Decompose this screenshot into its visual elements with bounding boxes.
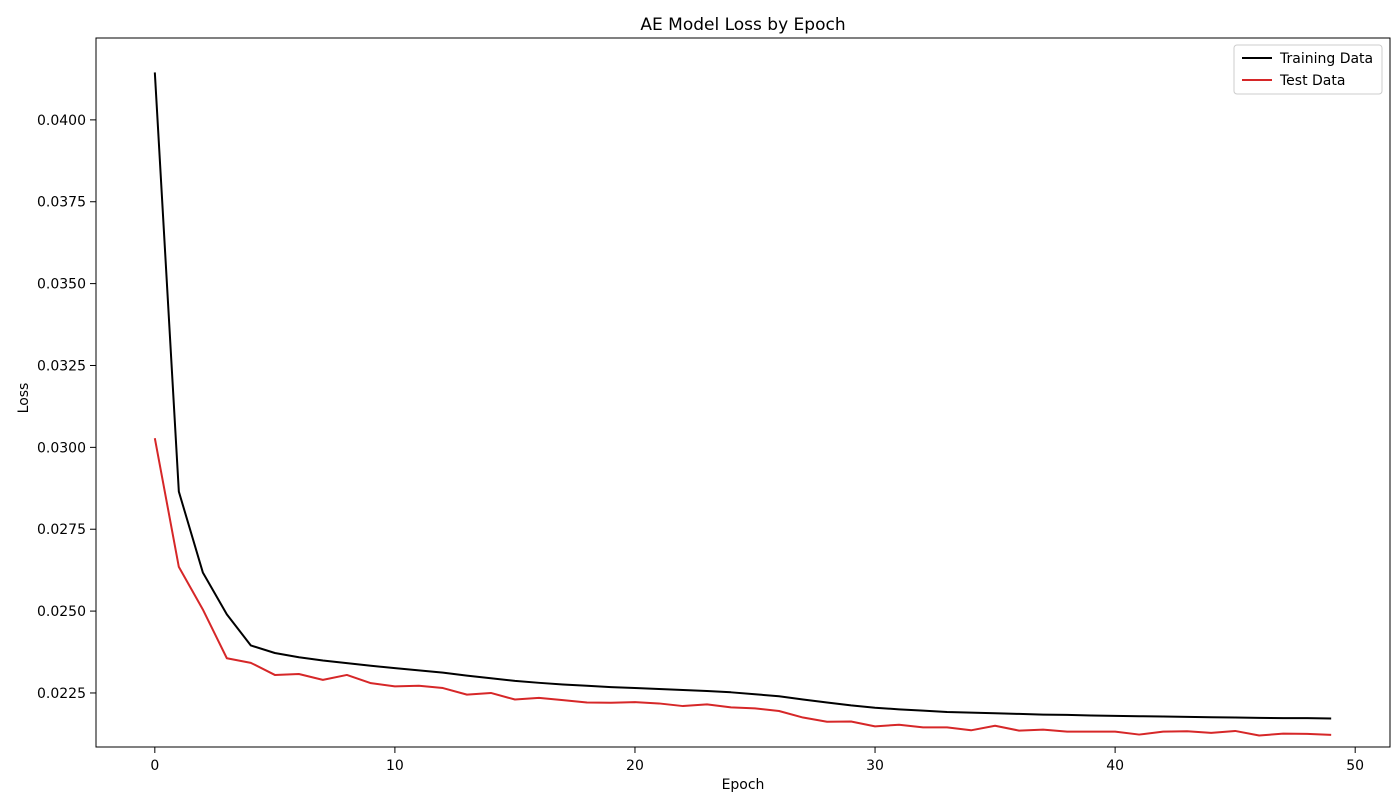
y-tick-label: 0.0350 <box>37 277 86 293</box>
x-tick-label: 20 <box>626 758 644 774</box>
chart-title: AE Model Loss by Epoch <box>640 15 845 35</box>
axes-frame <box>95 37 1391 748</box>
y-tick-label: 0.0225 <box>37 686 86 702</box>
y-tick-label: 0.0250 <box>37 604 86 620</box>
y-tick-label: 0.0400 <box>37 113 86 129</box>
series-line-test <box>153 437 1332 737</box>
legend: Training Data Test Data <box>1233 44 1383 95</box>
x-tick-label: 30 <box>866 758 884 774</box>
legend-label-training: Training Data <box>1279 51 1373 67</box>
x-tick-label: 10 <box>386 758 404 774</box>
series-group <box>153 72 1332 737</box>
series-line-training <box>153 72 1332 720</box>
x-tick-label: 0 <box>150 758 159 774</box>
x-tick-label: 50 <box>1346 758 1364 774</box>
y-tick-label: 0.0300 <box>37 440 86 456</box>
x-axis: 0 10 20 30 40 50 <box>150 747 1364 774</box>
y-axis: 0.0225 0.0250 0.0275 0.0300 0.0325 0.0350 0.03… <box>37 113 96 702</box>
y-tick-label: 0.0375 <box>37 195 86 211</box>
y-axis-label: Loss <box>16 383 32 414</box>
y-tick-label: 0.0325 <box>37 358 86 374</box>
legend-label-test: Test Data <box>1279 73 1345 89</box>
plot-area <box>95 37 1391 748</box>
x-axis-label: Epoch <box>722 777 765 793</box>
y-tick-label: 0.0275 <box>37 522 86 538</box>
x-tick-label: 40 <box>1106 758 1124 774</box>
